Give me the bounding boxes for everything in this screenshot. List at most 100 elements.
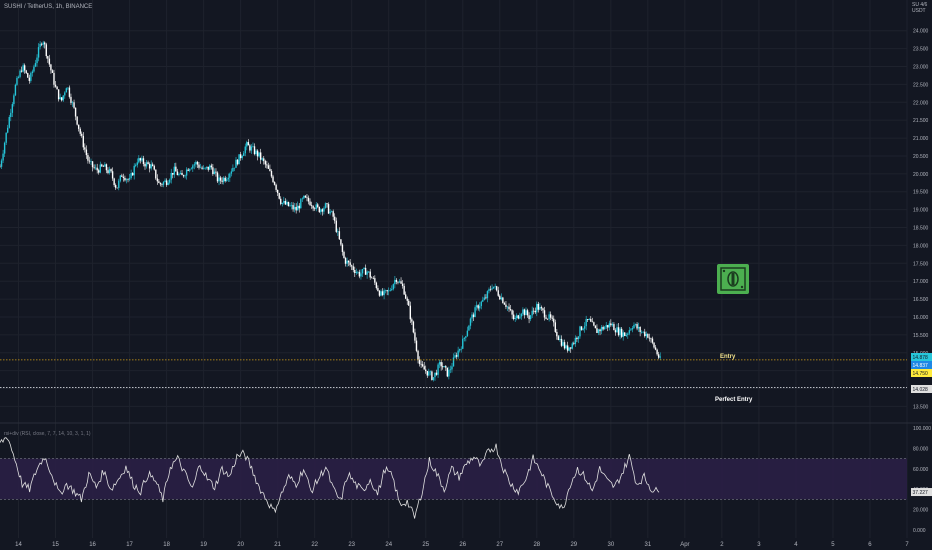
candle-body [99,164,101,173]
candle-body [634,324,637,325]
candle-body [418,359,421,365]
candle-body [189,169,191,171]
candle-body [657,354,660,358]
candle-body [488,289,490,292]
candle-body [400,281,402,284]
price-tag-label: 14.837 [913,363,929,369]
candle-body [482,299,484,302]
candle-body [448,369,450,377]
candle-body [497,290,499,296]
candle-body [471,314,473,319]
candle-body [329,211,331,214]
candle-body [39,43,41,48]
candle-body [415,340,418,351]
candle-body [119,175,122,181]
candle-body [298,205,300,209]
candle-body [219,177,222,181]
price-tag-box [911,353,932,361]
candle-body [639,326,641,333]
candle-body [239,154,242,159]
candle-body [617,327,620,336]
candle-body [479,306,481,309]
candle-body [19,70,21,77]
candle-body [364,267,367,275]
time-tick-label: 4 [794,542,798,548]
candle-body [591,321,594,323]
candle-body [205,166,208,168]
rsi-pane [0,437,907,519]
candle-body [352,266,354,271]
candle-body [420,364,422,365]
candle-body [310,205,313,206]
time-tick-label: Apr [680,542,689,548]
rsi-tick-label: 20.000 [913,508,929,514]
candle-body [432,377,435,380]
candle-body [34,63,37,67]
candle-body [659,356,661,358]
candle-body [369,271,371,278]
candle-body [426,370,428,376]
time-tick-label: 24 [385,542,392,548]
candle-body [338,231,341,240]
candle-body [233,167,236,169]
candle-body [335,220,337,232]
candle-body [14,84,17,96]
candle-body [330,211,333,212]
candle-body [22,65,24,72]
candle-body [486,291,489,299]
candle-body [545,317,547,319]
candle-body [349,262,351,266]
candle-body [474,307,476,318]
candle-body [455,355,458,357]
price-tick-label: 13.500 [913,404,929,410]
time-axis[interactable]: 14 15 16 17 18 19 20 21 22 23 24 25 26 27 28 29 30 31 Apr 2… [15,542,909,548]
candle-body [409,305,412,320]
candle-body [315,204,317,210]
candle-body [65,88,68,93]
rsi-indicator-label[interactable]: rsi+div (RSI, close, 7, 7, 14, 10, 3, 1,… [4,431,91,437]
candle-body [212,167,214,175]
candle-body [280,198,282,204]
candle-body [226,179,228,181]
candle-body [554,322,557,332]
candle-body [255,150,257,155]
candle-body [605,325,607,328]
candle-body [3,142,6,154]
candle-body [505,304,507,307]
candle-body [172,172,174,175]
candle-body [158,181,160,183]
time-tick-label: 5 [831,542,835,548]
candle-body [514,318,516,320]
candle-body [213,171,216,175]
candle-body [520,313,523,317]
candle-body [247,142,250,146]
candle-body [287,201,290,207]
candle-body [40,43,43,45]
candle-body [392,284,395,290]
candle-body [278,193,280,199]
candle-body [98,170,100,173]
candle-body [116,187,118,189]
candle-body [588,318,590,320]
candle-body [622,332,624,337]
candle-body [548,314,550,319]
candle-body [31,71,34,74]
candle-body [517,315,519,319]
candle-body [644,331,646,337]
candle-body [170,172,172,180]
candle-body [600,326,603,332]
candle-body [343,251,345,258]
time-tick-label: 25 [422,542,429,548]
candle-body [185,169,188,176]
candle-body [54,84,57,87]
candle-body [551,317,553,319]
candle-body [435,372,438,375]
candle-body [93,167,95,168]
candle-body [47,56,49,59]
candle-body [463,337,465,339]
price-tick-label: 16.000 [913,315,929,321]
candle-body [125,179,128,181]
candle-body [440,362,442,367]
candle-body [244,146,246,154]
